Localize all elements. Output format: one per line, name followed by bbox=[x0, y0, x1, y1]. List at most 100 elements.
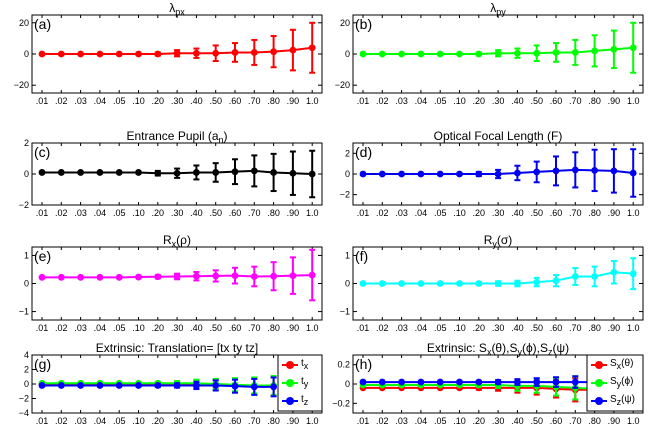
data-point bbox=[398, 170, 405, 178]
x-tick-label: .70 bbox=[248, 416, 261, 426]
x-tick-label: 1.0 bbox=[627, 323, 640, 333]
x-tick-label: .02 bbox=[55, 208, 68, 218]
y-tick-label: 0.2 bbox=[337, 360, 350, 370]
chart-title: λpy bbox=[490, 1, 506, 17]
data-point bbox=[359, 170, 367, 178]
data-point bbox=[359, 280, 367, 287]
y-tick-label: 0 bbox=[345, 279, 350, 289]
data-point bbox=[359, 378, 367, 386]
data-point bbox=[475, 170, 483, 178]
x-tick-label: .30 bbox=[171, 416, 184, 426]
x-tick-label: .03 bbox=[74, 208, 87, 218]
x-tick-label: .60 bbox=[229, 323, 242, 333]
legend-marker bbox=[595, 361, 603, 369]
y-tick-label: −20 bbox=[335, 80, 350, 90]
data-point bbox=[398, 280, 405, 287]
x-tick-label: .70 bbox=[569, 96, 582, 106]
x-tick-label: .80 bbox=[267, 323, 280, 333]
x-tick-label: .02 bbox=[376, 416, 389, 426]
data-point bbox=[308, 44, 316, 52]
data-point bbox=[552, 378, 560, 386]
x-tick-label: .02 bbox=[376, 96, 389, 106]
x-tick-label: .40 bbox=[190, 416, 203, 426]
x-tick-label: .03 bbox=[395, 96, 408, 106]
x-tick-label: .02 bbox=[376, 208, 389, 218]
data-point bbox=[57, 273, 65, 281]
x-tick-label: .50 bbox=[209, 208, 222, 218]
data-point bbox=[135, 382, 142, 389]
x-tick-label: .05 bbox=[434, 96, 447, 106]
data-point bbox=[289, 46, 297, 54]
x-tick-label: .10 bbox=[453, 208, 466, 218]
y-tick-label: −2 bbox=[340, 190, 350, 200]
data-point bbox=[552, 49, 560, 56]
chart-title: λpx bbox=[169, 1, 185, 17]
x-tick-label: .40 bbox=[511, 96, 524, 106]
data-point bbox=[494, 378, 502, 386]
chart-panel-c: Entrance Pupil (an) (c) 2 0 −2 .01 .02 .03 .04 .0… bbox=[19, 129, 323, 218]
data-point bbox=[193, 272, 200, 280]
data-point bbox=[173, 382, 181, 389]
panel-label: (f) bbox=[355, 248, 368, 264]
data-point bbox=[77, 169, 84, 176]
x-tick-label: .20 bbox=[473, 208, 486, 218]
chart-title: Extrinsic: Sx(θ),Sy(ϕ),Sz(ψ) bbox=[427, 341, 569, 357]
x-tick-label: .03 bbox=[395, 416, 408, 426]
x-tick-label: .90 bbox=[608, 208, 621, 218]
x-tick-label: .80 bbox=[267, 208, 280, 218]
x-tick-label: 1.0 bbox=[627, 416, 640, 426]
legend-label: tx bbox=[301, 358, 309, 371]
data-point bbox=[629, 270, 637, 278]
data-point bbox=[591, 273, 598, 280]
data-point bbox=[610, 268, 618, 276]
x-tick-label: .03 bbox=[74, 323, 87, 333]
data-point bbox=[571, 273, 579, 280]
legend: Sx(θ) Sy(ϕ) Sz(ψ) bbox=[586, 354, 644, 412]
chart-title: Entrance Pupil (an) bbox=[126, 129, 227, 145]
y-tick-label: −4 bbox=[19, 408, 29, 418]
x-tick-label: .01 bbox=[357, 416, 370, 426]
panel-label: (b) bbox=[355, 16, 372, 32]
data-point bbox=[270, 169, 277, 176]
data-point bbox=[193, 382, 200, 389]
x-tick-label: .10 bbox=[453, 96, 466, 106]
x-tick-label: .04 bbox=[415, 208, 428, 218]
data-point bbox=[436, 170, 444, 178]
data-point bbox=[456, 170, 463, 178]
x-tick-label: .70 bbox=[248, 208, 261, 218]
x-tick-label: 1.0 bbox=[627, 208, 640, 218]
x-tick-label: .01 bbox=[36, 208, 49, 218]
data-point bbox=[378, 170, 386, 178]
y-tick-label: 1 bbox=[345, 250, 350, 260]
data-point bbox=[96, 382, 104, 389]
x-tick-label: .20 bbox=[152, 208, 165, 218]
data-point bbox=[173, 169, 181, 177]
x-tick-label: .50 bbox=[530, 416, 543, 426]
x-tick-label: .05 bbox=[434, 323, 447, 333]
axes-frame bbox=[31, 246, 323, 321]
data-point bbox=[77, 273, 84, 281]
x-tick-label: .30 bbox=[171, 208, 184, 218]
x-tick-label: .30 bbox=[171, 323, 184, 333]
data-point bbox=[591, 166, 598, 174]
data-point bbox=[212, 169, 220, 176]
data-point bbox=[475, 280, 483, 287]
chart-panel-h: Extrinsic: Sx(θ),Sy(ϕ),Sz(ψ)(h)0.20−0.2.… bbox=[332, 341, 644, 426]
x-tick-label: 1.0 bbox=[306, 96, 319, 106]
x-tick-label: .30 bbox=[492, 323, 505, 333]
x-tick-label: .01 bbox=[357, 208, 370, 218]
x-tick-label: .50 bbox=[209, 96, 222, 106]
data-point bbox=[398, 50, 405, 58]
legend-label: Sz(ψ) bbox=[610, 394, 635, 407]
data-point bbox=[193, 169, 200, 176]
x-tick-label: .04 bbox=[415, 416, 428, 426]
series-0 bbox=[38, 248, 316, 302]
y-tick-label: −1 bbox=[340, 307, 350, 317]
y-tick-label: 0 bbox=[345, 379, 350, 389]
y-tick-label: 2 bbox=[24, 365, 29, 375]
data-point bbox=[308, 170, 316, 178]
x-tick-label: .20 bbox=[473, 323, 486, 333]
x-tick-label: .50 bbox=[209, 323, 222, 333]
data-point bbox=[591, 47, 598, 55]
y-tick-label: −0.2 bbox=[332, 398, 350, 408]
